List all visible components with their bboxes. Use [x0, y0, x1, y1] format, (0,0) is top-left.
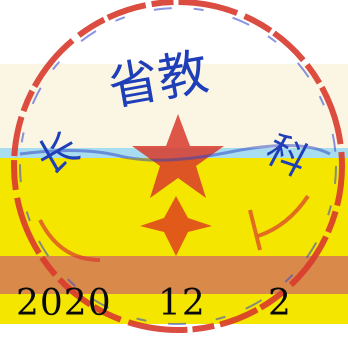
- date-year: 2020: [16, 283, 112, 324]
- seal-lower-stroke-mid: [248, 209, 262, 251]
- seal-ring: [11, 0, 345, 333]
- seal-char-top: 省教: [104, 43, 213, 117]
- date-month: 12: [158, 283, 206, 324]
- yellow-band-bottom: [0, 294, 348, 324]
- seal-char-right: 科: [258, 126, 315, 185]
- seal-star-icon: [132, 114, 224, 198]
- seal-lower-stroke-right: [257, 194, 310, 238]
- date-day: 2: [268, 283, 292, 324]
- seal-char-left: 长: [30, 124, 88, 184]
- seal-ink-swash: [19, 143, 331, 162]
- seal-ring-inner: [19, 7, 337, 325]
- seal-lower-stroke-left: [38, 219, 101, 262]
- orange-band: [0, 256, 348, 294]
- seal-star-lower-icon: [140, 196, 212, 256]
